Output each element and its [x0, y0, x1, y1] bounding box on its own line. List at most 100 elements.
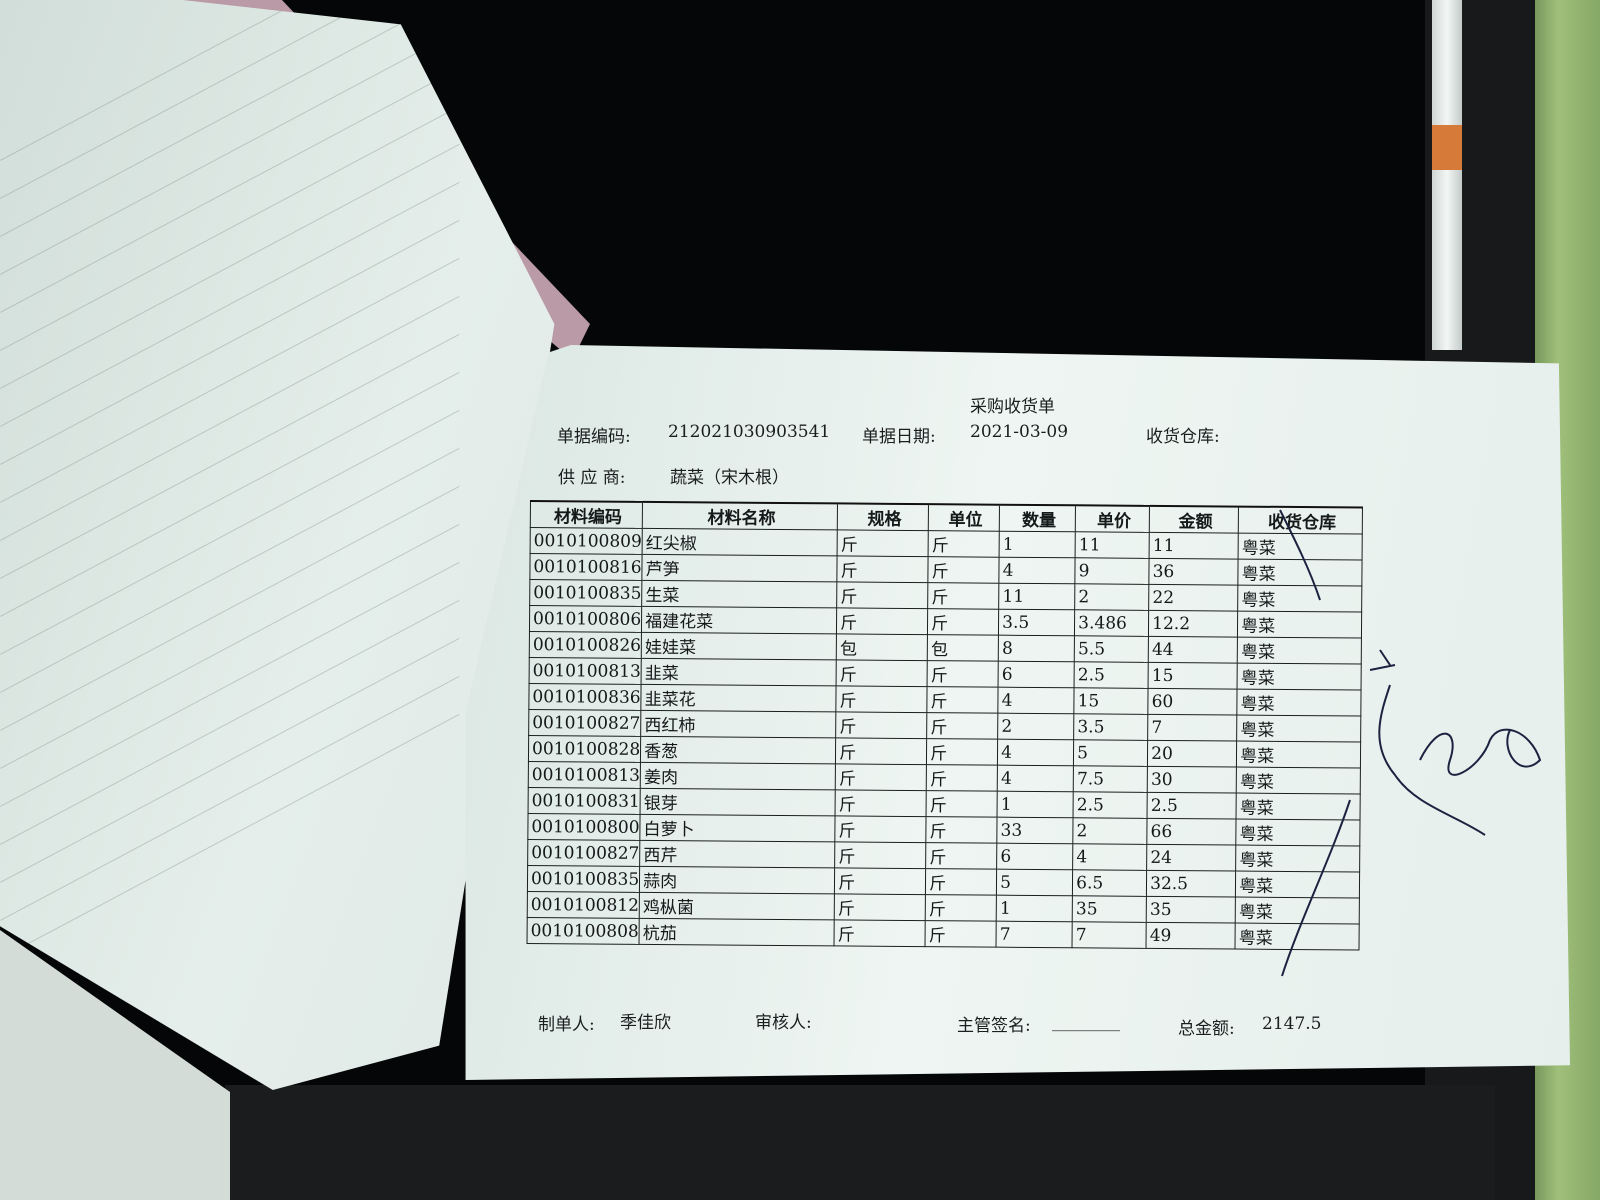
unit-price-cell: 2.5 [1073, 791, 1148, 819]
material-name-cell: 鸡枞菌 [639, 892, 835, 920]
amount-cell: 12.2 [1148, 610, 1238, 638]
material-code-cell: 0010100812 [527, 891, 640, 919]
material-name-cell: 韭菜花 [641, 684, 837, 712]
unit-price-cell: 5 [1073, 739, 1148, 767]
total-amount: 2147.5 [1262, 1014, 1322, 1034]
material-code-cell: 0010100806 [529, 605, 642, 633]
column-header: 材料编码 [530, 501, 643, 529]
column-header: 金额 [1149, 505, 1239, 534]
unit-cell: 斤 [926, 738, 998, 766]
warehouse-label: 收货仓库: [1146, 427, 1220, 447]
material-name-cell: 娃娃菜 [641, 632, 837, 660]
items-table: 材料编码 材料名称 规格 单位 数量 单价 金额 收货仓库 0010100809 红尖椒斤斤 1 1… [527, 500, 1364, 951]
doc-date: 2021-03-09 [970, 422, 1069, 442]
unit-cell: 斤 [926, 712, 999, 740]
amount-cell: 20 [1147, 740, 1237, 768]
unit-cell: 包 [927, 634, 999, 662]
unit-cell: 斤 [925, 868, 997, 896]
material-code-cell: 0010100836 [528, 683, 642, 711]
spec-cell: 斤 [835, 737, 927, 765]
faded-table-line [0, 67, 460, 313]
unit-price-cell: 15 [1074, 687, 1149, 715]
column-header: 数量 [999, 504, 1076, 532]
material-code-cell: 0010100808 [527, 917, 640, 945]
spec-cell: 斤 [837, 555, 929, 583]
quantity-cell: 6 [998, 661, 1075, 688]
unit-cell: 斤 [925, 894, 997, 922]
amount-cell: 44 [1148, 636, 1238, 664]
faded-table-line [0, 485, 460, 731]
faded-table-line [0, 409, 460, 655]
handwritten-signature [1279, 509, 1542, 977]
unit-cell: 斤 [928, 556, 1000, 584]
material-code-cell: 0010100816 [529, 553, 643, 581]
unit-cell: 斤 [926, 790, 998, 818]
material-code-cell: 0010100827 [527, 839, 641, 867]
spec-cell: 斤 [836, 581, 929, 609]
unit-cell: 斤 [925, 816, 998, 844]
quantity-cell: 33 [996, 817, 1074, 844]
amount-cell: 66 [1146, 818, 1237, 846]
quantity-cell: 7 [996, 921, 1073, 948]
material-name-cell: 韭菜 [641, 658, 837, 686]
amount-cell: 36 [1149, 558, 1239, 586]
column-header: 单价 [1075, 505, 1150, 533]
doc-no: 212021030903541 [668, 422, 831, 442]
unit-price-cell: 5.5 [1074, 635, 1149, 663]
unit-price-cell: 35 [1072, 895, 1147, 923]
material-code-cell: 0010100813 [528, 761, 641, 789]
unit-price-cell: 3.5 [1073, 713, 1149, 741]
faded-table-line [0, 333, 460, 579]
faded-table-line [0, 713, 460, 959]
faded-table-line [0, 219, 460, 465]
material-name-cell: 白萝卜 [640, 814, 836, 842]
tray [225, 1085, 1495, 1200]
faded-table-line [0, 523, 460, 769]
amount-cell: 11 [1149, 532, 1239, 560]
amount-cell: 35 [1146, 896, 1236, 924]
faded-table-line [0, 371, 460, 617]
material-name-cell: 生菜 [641, 580, 838, 608]
unit-price-cell: 7.5 [1073, 765, 1148, 793]
unit-cell: 斤 [926, 764, 998, 792]
material-code-cell: 0010100813 [529, 657, 642, 685]
unit-cell: 斤 [927, 660, 999, 688]
spec-cell: 斤 [834, 815, 927, 843]
spec-cell: 斤 [836, 685, 928, 713]
quantity-cell: 2 [997, 713, 1075, 740]
unit-price-cell: 7 [1072, 921, 1147, 949]
pen [1432, 0, 1462, 350]
material-code-cell: 0010100800 [527, 813, 641, 841]
quantity-cell: 5 [996, 869, 1073, 896]
quantity-cell: 4 [999, 557, 1076, 584]
material-code-cell: 0010100835 [529, 579, 643, 607]
material-name-cell: 芦笋 [642, 554, 838, 582]
amount-cell: 30 [1147, 766, 1237, 794]
spec-cell: 斤 [835, 789, 927, 817]
material-code-cell: 0010100827 [528, 709, 642, 737]
amount-cell: 7 [1147, 714, 1238, 742]
faded-table-line [0, 675, 460, 921]
amount-cell: 32.5 [1146, 870, 1236, 898]
quantity-cell: 1 [999, 531, 1076, 558]
total-label: 总金额: [1178, 1019, 1235, 1039]
spec-cell: 包 [836, 633, 928, 661]
faded-table-line [0, 447, 460, 693]
unit-price-cell: 2.5 [1074, 661, 1149, 689]
faded-table-line [0, 0, 460, 237]
unit-cell: 斤 [928, 530, 1000, 558]
spec-cell: 斤 [836, 659, 928, 687]
receipt-paper [465, 345, 1570, 1080]
material-code-cell: 0010100831 [528, 787, 641, 815]
material-code-cell: 0010100828 [528, 735, 641, 763]
supplier-label: 供 应 商: [558, 468, 626, 488]
amount-cell: 24 [1146, 844, 1236, 872]
amount-cell: 2.5 [1147, 792, 1237, 820]
maker-label: 制单人: [538, 1015, 595, 1035]
reviewer-label: 审核人: [755, 1013, 812, 1033]
spec-cell: 斤 [834, 841, 926, 869]
faded-table-line [0, 257, 460, 503]
doc-no-label: 单据编码: [557, 427, 631, 447]
faded-table-line [0, 0, 460, 199]
unit-price-cell: 2 [1074, 583, 1150, 611]
